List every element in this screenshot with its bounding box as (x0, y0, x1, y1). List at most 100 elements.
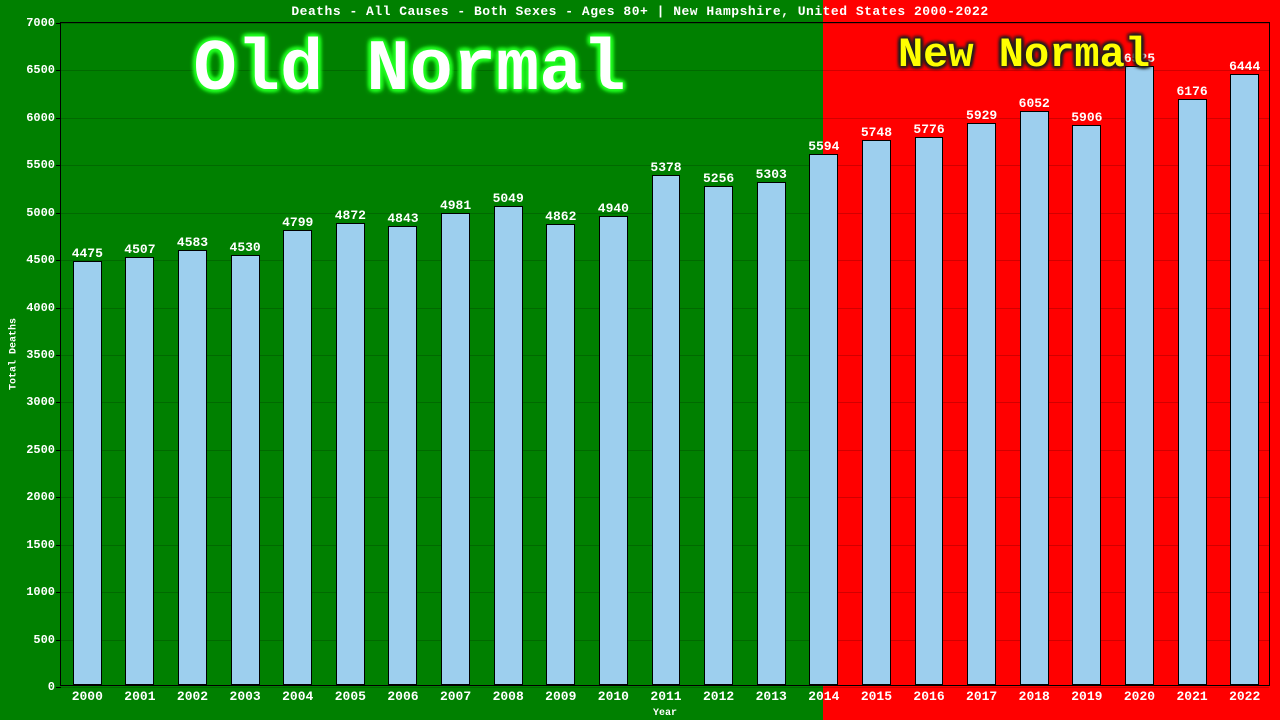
bar-value-label: 4862 (545, 209, 576, 224)
bar (1020, 111, 1049, 685)
ytick-mark (56, 640, 61, 641)
bar (1230, 74, 1259, 685)
bar-value-label: 5748 (861, 125, 892, 140)
bar (809, 154, 838, 685)
bar (757, 182, 786, 685)
y-axis-title: Total Deaths (9, 318, 20, 390)
bar (862, 140, 891, 685)
bar-value-label: 5776 (913, 122, 944, 137)
ytick-label: 1500 (26, 538, 55, 552)
ytick-label: 5500 (26, 158, 55, 172)
xtick-label: 2020 (1124, 689, 1155, 704)
ytick-mark (56, 308, 61, 309)
overlay-text-0: Old Normal (194, 29, 626, 111)
ytick-mark (56, 592, 61, 593)
bar-value-label: 6444 (1229, 59, 1260, 74)
xtick-label: 2019 (1071, 689, 1102, 704)
bar-value-label: 4872 (335, 208, 366, 223)
xtick-label: 2002 (177, 689, 208, 704)
bar (388, 226, 417, 685)
bar (336, 223, 365, 685)
ytick-mark (56, 165, 61, 166)
bar-value-label: 5049 (493, 191, 524, 206)
bar-value-label: 5256 (703, 171, 734, 186)
bar (599, 216, 628, 685)
ytick-mark (56, 687, 61, 688)
xtick-label: 2009 (545, 689, 576, 704)
x-axis-title: Year (653, 708, 677, 719)
bar (1178, 99, 1207, 685)
bar (1125, 66, 1154, 685)
bar (494, 206, 523, 685)
bar (178, 250, 207, 685)
xtick-label: 2018 (1019, 689, 1050, 704)
ytick-mark (56, 118, 61, 119)
xtick-label: 2004 (282, 689, 313, 704)
overlay-text-1: New Normal (898, 31, 1150, 79)
ytick-label: 3500 (26, 348, 55, 362)
xtick-label: 2003 (230, 689, 261, 704)
chart-root: Deaths - All Causes - Both Sexes - Ages … (0, 0, 1280, 720)
bar-value-label: 4583 (177, 235, 208, 250)
ytick-label: 3000 (26, 395, 55, 409)
ytick-label: 4000 (26, 301, 55, 315)
xtick-label: 2022 (1229, 689, 1260, 704)
plot-area: 0500100015002000250030003500400045005000… (60, 22, 1270, 686)
xtick-label: 2015 (861, 689, 892, 704)
xtick-label: 2000 (72, 689, 103, 704)
ytick-label: 2000 (26, 490, 55, 504)
bar-value-label: 5303 (756, 167, 787, 182)
xtick-label: 2017 (966, 689, 997, 704)
chart-title: Deaths - All Causes - Both Sexes - Ages … (0, 4, 1280, 19)
ytick-mark (56, 450, 61, 451)
bar-value-label: 4981 (440, 198, 471, 213)
xtick-label: 2011 (650, 689, 681, 704)
bar-value-label: 4843 (387, 211, 418, 226)
xtick-label: 2008 (493, 689, 524, 704)
bar-value-label: 6052 (1019, 96, 1050, 111)
ytick-mark (56, 355, 61, 356)
ytick-label: 6500 (26, 63, 55, 77)
ytick-label: 1000 (26, 585, 55, 599)
ytick-label: 7000 (26, 16, 55, 30)
bar-value-label: 6176 (1176, 84, 1207, 99)
ytick-mark (56, 545, 61, 546)
ytick-label: 0 (48, 680, 55, 694)
xtick-label: 2010 (598, 689, 629, 704)
ytick-mark (56, 213, 61, 214)
gridline (61, 23, 1269, 24)
bar (125, 257, 154, 685)
ytick-mark (56, 260, 61, 261)
ytick-label: 4500 (26, 253, 55, 267)
bar (1072, 125, 1101, 685)
ytick-mark (56, 402, 61, 403)
bar (231, 255, 260, 685)
bar-value-label: 4475 (72, 246, 103, 261)
ytick-mark (56, 497, 61, 498)
bar-value-label: 4530 (230, 240, 261, 255)
xtick-label: 2016 (913, 689, 944, 704)
xtick-label: 2006 (387, 689, 418, 704)
ytick-mark (56, 23, 61, 24)
bar-value-label: 4507 (124, 242, 155, 257)
bar-value-label: 5929 (966, 108, 997, 123)
bar-value-label: 5594 (808, 139, 839, 154)
bar-value-label: 5378 (650, 160, 681, 175)
xtick-label: 2013 (756, 689, 787, 704)
bar-value-label: 4799 (282, 215, 313, 230)
xtick-label: 2001 (124, 689, 155, 704)
xtick-label: 2012 (703, 689, 734, 704)
xtick-label: 2007 (440, 689, 471, 704)
bar (546, 224, 575, 685)
bar (652, 175, 681, 685)
bar (967, 123, 996, 685)
ytick-label: 5000 (26, 206, 55, 220)
bar (915, 137, 944, 685)
gridline (61, 687, 1269, 688)
xtick-label: 2014 (808, 689, 839, 704)
bar (73, 261, 102, 685)
bar (704, 186, 733, 685)
bar (441, 213, 470, 685)
bar-value-label: 5906 (1071, 110, 1102, 125)
xtick-label: 2021 (1176, 689, 1207, 704)
